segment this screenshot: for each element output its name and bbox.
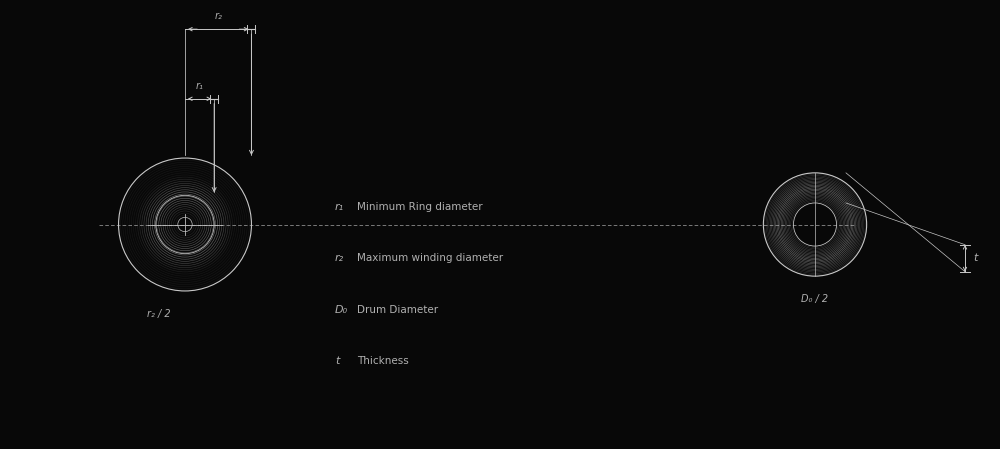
Text: r₂: r₂ bbox=[335, 253, 344, 263]
Text: Maximum winding diameter: Maximum winding diameter bbox=[357, 253, 503, 263]
Text: Minimum Ring diameter: Minimum Ring diameter bbox=[357, 202, 483, 211]
Circle shape bbox=[793, 203, 837, 246]
Text: D₀: D₀ bbox=[335, 305, 348, 315]
Text: Drum Diameter: Drum Diameter bbox=[357, 305, 438, 315]
Text: D₀ / 2: D₀ / 2 bbox=[801, 294, 829, 304]
Text: t: t bbox=[973, 253, 977, 263]
Text: Thickness: Thickness bbox=[357, 357, 409, 366]
Text: t: t bbox=[335, 357, 339, 366]
Text: r₂: r₂ bbox=[214, 11, 222, 21]
Circle shape bbox=[178, 217, 192, 232]
Text: r₂ / 2: r₂ / 2 bbox=[147, 309, 170, 319]
Text: r₁: r₁ bbox=[335, 202, 344, 211]
Text: r₁: r₁ bbox=[196, 81, 204, 91]
